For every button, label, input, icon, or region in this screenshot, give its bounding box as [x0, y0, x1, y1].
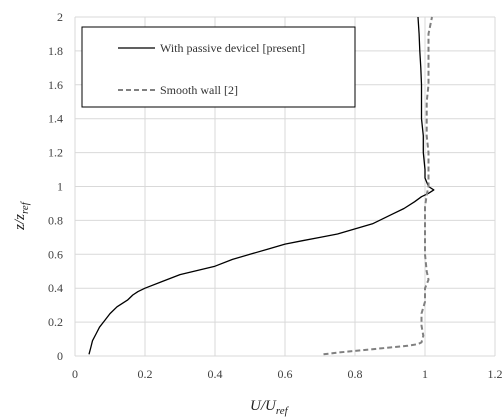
series-layer [88, 16, 435, 356]
y-axis-title-base: z/z [12, 214, 28, 231]
y-tick-label-6: 1.2 [48, 146, 63, 160]
y-tick-label-8: 1.6 [48, 78, 63, 92]
x-tick-label-3: 0.6 [278, 367, 293, 381]
y-tick-label-10: 2 [57, 10, 63, 24]
x-tick-label-5: 1 [422, 367, 428, 381]
y-tick-label-7: 1.4 [48, 112, 63, 126]
y-tick-label-0: 0 [57, 349, 63, 363]
x-tick-label-4: 0.8 [348, 367, 363, 381]
x-tick-label-1: 0.2 [138, 367, 153, 381]
x-tick-label-2: 0.4 [208, 367, 223, 381]
y-tick-label-2: 0.4 [48, 281, 63, 295]
y-tick-label-3: 0.6 [48, 247, 63, 261]
y-tick-label-4: 0.8 [48, 213, 63, 227]
y-axis-title: z/zref [12, 200, 31, 231]
y-tick-label-1: 0.2 [48, 315, 63, 329]
x-axis-title-sub: ref [276, 405, 290, 417]
legend-box [81, 26, 356, 108]
x-axis-title-base: U/U [250, 398, 277, 414]
y-axis-title-sub: ref [19, 200, 31, 214]
legend-label-present: With passive devicel [present] [160, 41, 305, 55]
x-tick-label-0: 0 [72, 367, 78, 381]
x-tick-label-6: 1.2 [488, 367, 503, 381]
legend-label-smooth: Smooth wall [2] [160, 83, 238, 97]
y-tick-label-9: 1.8 [48, 44, 63, 58]
tick-labels: 0 0.2 0.4 0.6 0.8 1 1.2 0 0.2 0.4 0.6 0.8 1 1.2 1.4 1.6… [48, 10, 503, 381]
series-line-smooth-wall [323, 16, 433, 356]
legend: With passive devicel [present] Smooth wa… [81, 26, 356, 108]
series-line-passive-device [88, 16, 435, 355]
y-tick-label-5: 1 [57, 180, 63, 194]
x-axis-title: U/Uref [250, 398, 290, 417]
